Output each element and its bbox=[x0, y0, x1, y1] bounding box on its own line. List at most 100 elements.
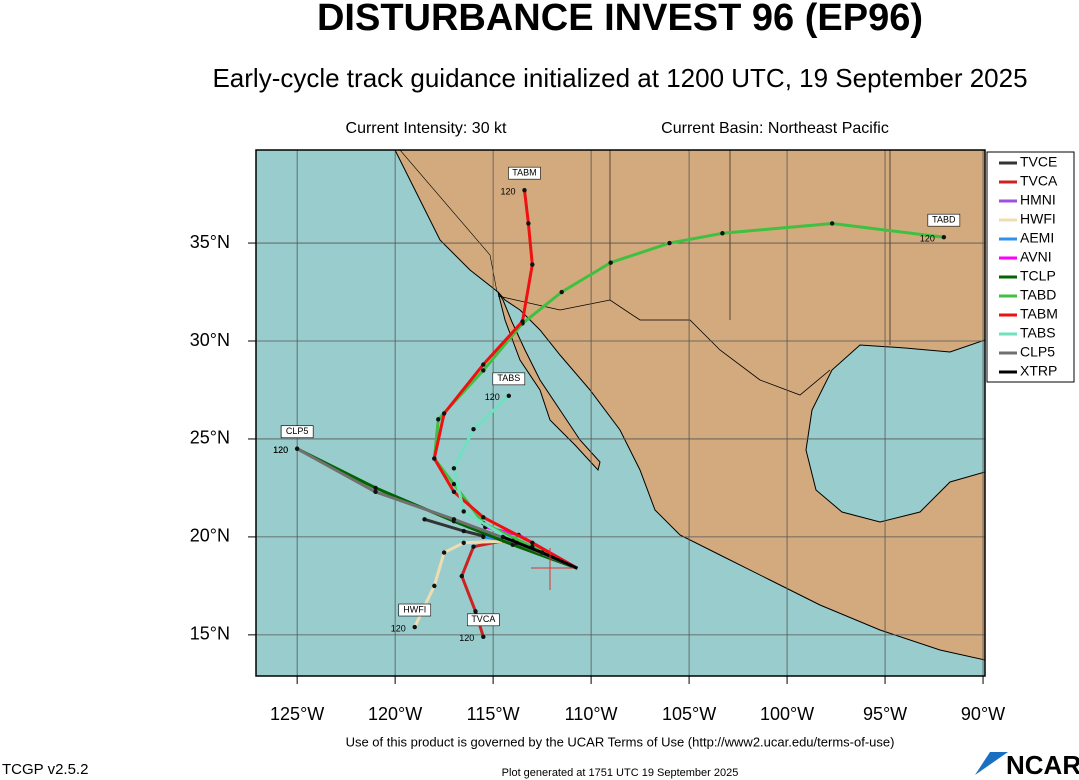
track-point bbox=[500, 534, 506, 540]
end-hour: 120 bbox=[485, 392, 500, 402]
version: TCGP v2.5.2 bbox=[2, 761, 88, 778]
track-point bbox=[829, 221, 835, 226]
legend-label: AEMI bbox=[1020, 230, 1054, 246]
border bbox=[497, 295, 831, 396]
legend-label: TCLP bbox=[1020, 268, 1056, 284]
track-point bbox=[539, 550, 545, 555]
x-tick-label: 95°W bbox=[863, 704, 907, 724]
grid bbox=[256, 150, 985, 676]
end-hour: 120 bbox=[273, 445, 288, 455]
track-point bbox=[459, 573, 464, 579]
gulf-of-mexico bbox=[805, 339, 985, 523]
end-hour: 120 bbox=[273, 445, 288, 455]
subtitle: Early-cycle track guidance initialized a… bbox=[212, 63, 1027, 93]
legend-label: TABS bbox=[1020, 325, 1056, 341]
track-point bbox=[471, 426, 476, 432]
track-point bbox=[461, 509, 466, 514]
track-point bbox=[412, 624, 417, 630]
track-point bbox=[451, 489, 457, 495]
end-label: CLP5 bbox=[286, 426, 309, 436]
track-point bbox=[422, 517, 427, 522]
basin: Current Basin: Northeast Pacific bbox=[661, 120, 889, 137]
end-label-box bbox=[398, 603, 432, 617]
legend-label: TVCA bbox=[1020, 173, 1058, 189]
track-point bbox=[667, 240, 672, 246]
end-label: TABM bbox=[512, 168, 536, 178]
track-point bbox=[520, 319, 525, 324]
track-point bbox=[608, 260, 613, 265]
end-label-box bbox=[927, 213, 961, 227]
logo-text: NCAR bbox=[1006, 750, 1079, 780]
track-point bbox=[510, 542, 515, 547]
end-hour: 120 bbox=[500, 187, 515, 197]
current-position bbox=[531, 548, 573, 590]
track-point bbox=[461, 528, 466, 534]
tracks: TVCA120HWFI120TCLP120TABD120TABM120TABS1… bbox=[273, 166, 961, 643]
map-area: TVCA120HWFI120TCLP120TABD120TABM120TABS1… bbox=[256, 150, 985, 676]
legend-label: XTRP bbox=[1020, 363, 1057, 379]
y-tick-label: 25°N bbox=[190, 428, 230, 448]
title: DISTURBANCE INVEST 96 (EP96) bbox=[317, 0, 923, 39]
x-tick-label: 100°W bbox=[760, 704, 814, 724]
legend-label: HWFI bbox=[1020, 211, 1056, 227]
legend-label: CLP5 bbox=[1020, 344, 1055, 360]
land bbox=[394, 150, 985, 661]
track-point bbox=[451, 481, 457, 487]
track-point bbox=[941, 234, 947, 240]
legend-label: TABD bbox=[1020, 287, 1056, 303]
border bbox=[399, 150, 498, 293]
ncar-logo: NCAR bbox=[975, 750, 1079, 780]
x-tick-label: 115°W bbox=[467, 704, 520, 724]
terms: Use of this product is governed by the U… bbox=[346, 734, 895, 749]
end-label: TVCA bbox=[471, 614, 495, 624]
track-point bbox=[373, 489, 378, 495]
end-hour: 120 bbox=[391, 623, 406, 633]
x-tick-label: 120°W bbox=[368, 704, 422, 724]
legend-label: TABM bbox=[1020, 306, 1058, 322]
track-point bbox=[451, 466, 457, 471]
end-label: TABD bbox=[932, 215, 956, 225]
track-point bbox=[526, 221, 531, 226]
track-point bbox=[473, 609, 478, 614]
y-tick-label: 30°N bbox=[190, 330, 230, 350]
track-point bbox=[294, 446, 300, 451]
legend-label: TVCE bbox=[1020, 154, 1057, 170]
track-point bbox=[441, 411, 447, 416]
end-hour: 120 bbox=[459, 633, 474, 643]
legend-entries: TVCE TVCA HMNI HWFI AEMI AVNI TCLP TABD TABM TABS… bbox=[999, 154, 1058, 379]
track-point bbox=[720, 231, 725, 236]
end-hour: 120 bbox=[920, 234, 935, 244]
track-point bbox=[481, 634, 486, 640]
x-tick-label: 125°W bbox=[270, 704, 324, 724]
track-point bbox=[436, 417, 441, 422]
x-tick-label: 110°W bbox=[565, 704, 618, 724]
end-label-box bbox=[280, 425, 314, 439]
track-point bbox=[373, 485, 378, 491]
track-point bbox=[481, 362, 486, 367]
end-label-box bbox=[508, 166, 541, 180]
track-point bbox=[432, 456, 437, 461]
track-point bbox=[481, 368, 486, 373]
track-point bbox=[451, 517, 457, 522]
track bbox=[432, 222, 944, 570]
y-tick-label: 20°N bbox=[190, 526, 230, 546]
map-frame bbox=[255, 149, 986, 677]
legend bbox=[986, 151, 1075, 383]
track-point bbox=[432, 583, 437, 589]
y-tick-label: 35°N bbox=[190, 232, 230, 252]
track-point bbox=[481, 515, 486, 520]
x-tick-label: 90°W bbox=[961, 704, 1005, 724]
end-label: TABS bbox=[497, 373, 520, 383]
track-point bbox=[559, 289, 564, 295]
ticks: 125°W 120°W 115°W 110°W 105°W 100°W 95°W 90°W 15… bbox=[190, 232, 1005, 724]
y-tick-label: 15°N bbox=[190, 624, 230, 644]
track-point bbox=[522, 187, 527, 193]
x-tick-label: 105°W bbox=[662, 704, 716, 724]
track-point bbox=[530, 540, 535, 545]
track-point bbox=[441, 550, 447, 555]
track-point bbox=[481, 534, 486, 540]
track-point bbox=[506, 393, 511, 399]
track-point bbox=[461, 540, 466, 545]
track-point bbox=[471, 544, 476, 549]
